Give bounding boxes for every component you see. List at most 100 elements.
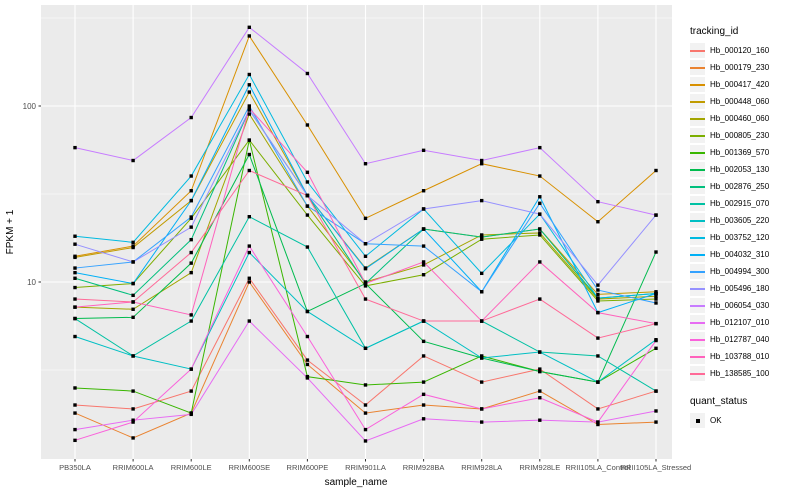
data-point: [305, 71, 310, 76]
data-point: [363, 162, 368, 166]
legend-item: Hb_012787_040: [690, 331, 798, 348]
data-point: [596, 407, 600, 411]
minor-gridlines: [41, 17, 672, 371]
axis-tick-labels: 100 10 PB350LA RRIM600LA RRIM600LE RRIM600SE R…: [23, 102, 692, 472]
data-point: [189, 270, 193, 275]
data-point: [363, 346, 368, 351]
data-point: [363, 284, 368, 288]
legend-key: [690, 179, 705, 194]
legend-line-swatch-icon: [690, 287, 705, 290]
legend-item-label: Hb_103788_010: [710, 352, 770, 361]
legend-key: [690, 264, 705, 279]
data-point: [538, 297, 542, 301]
legend-item-label: Hb_003605_220: [710, 216, 770, 225]
data-point: [73, 438, 77, 443]
data-point: [131, 300, 135, 304]
legend-item-label: Hb_000805_230: [710, 131, 770, 140]
data-point: [73, 427, 77, 432]
data-point: [305, 170, 310, 175]
data-point: [247, 25, 251, 30]
data-point: [363, 411, 368, 415]
data-point: [305, 334, 310, 339]
x-tick-label: RRIM600PE: [287, 463, 329, 472]
data-point: [305, 309, 310, 314]
legend-item: Hb_103788_010: [690, 348, 798, 365]
data-point: [421, 403, 426, 407]
legend-line-swatch-icon: [690, 202, 705, 205]
legend-item-label: Hb_002876_250: [710, 182, 770, 191]
data-point: [247, 250, 251, 255]
data-point: [247, 244, 251, 248]
data-point: [305, 362, 310, 367]
data-point: [189, 250, 193, 255]
data-point: [421, 354, 426, 358]
legend-line-swatch-icon: [690, 372, 705, 375]
data-point: [421, 207, 426, 211]
data-point: [596, 288, 600, 292]
legend-item-label: Hb_012107_010: [710, 318, 770, 327]
data-point: [189, 174, 193, 178]
data-point: [480, 380, 484, 384]
legend-item: Hb_000417_420: [690, 76, 798, 93]
data-point: [596, 420, 600, 424]
data-point: [421, 260, 426, 264]
legend-item: Hb_005496_180: [690, 280, 798, 297]
legend-line-swatch-icon: [690, 338, 705, 341]
legend-key: [690, 349, 705, 364]
data-point: [538, 418, 542, 422]
data-point: [73, 242, 77, 246]
data-point: [363, 242, 368, 246]
data-point: [73, 255, 77, 260]
data-point: [538, 227, 542, 231]
data-point: [654, 420, 658, 424]
data-point: [538, 231, 542, 235]
legend-line-swatch-icon: [690, 304, 705, 307]
data-point: [480, 162, 484, 166]
data-point: [363, 281, 368, 286]
legend-item: Hb_000448_060: [690, 93, 798, 110]
data-point: [654, 291, 658, 296]
legend-line-swatch-icon: [690, 253, 705, 256]
data-point: [596, 380, 600, 384]
legend-item: Hb_000460_060: [690, 110, 798, 127]
legend-line-swatch-icon: [690, 270, 705, 273]
data-point: [538, 396, 542, 400]
legend-item: Hb_001369_570: [690, 144, 798, 161]
data-point: [480, 319, 484, 323]
data-point: [480, 271, 484, 276]
data-point: [305, 376, 310, 380]
legend-key: [690, 213, 705, 228]
data-point: [131, 281, 135, 286]
data-point: [247, 214, 251, 219]
x-tick-label: RRIM600SE: [228, 463, 270, 472]
data-point: [73, 411, 77, 415]
data-point: [654, 213, 658, 217]
legend-item-label: Hb_002915_070: [710, 199, 770, 208]
data-point: [538, 174, 542, 178]
square-point-icon: [695, 418, 700, 423]
data-point: [421, 148, 426, 153]
data-point: [73, 334, 77, 339]
series-points: [73, 25, 658, 443]
data-point: [189, 319, 193, 323]
data-point: [247, 90, 251, 94]
legend-title-tracking-id: tracking_id: [690, 26, 739, 37]
x-tick-label: RRIM928BA: [403, 463, 445, 472]
data-point: [73, 234, 77, 238]
data-point: [480, 198, 484, 203]
legend-line-swatch-icon: [690, 151, 705, 154]
legend-line-swatch-icon: [690, 134, 705, 137]
data-point: [73, 386, 77, 390]
data-point: [654, 409, 658, 413]
data-point: [421, 392, 426, 397]
legend-item: Hb_002915_070: [690, 195, 798, 212]
legend-key: [690, 230, 705, 245]
data-point: [654, 338, 658, 343]
data-point: [363, 297, 368, 301]
data-point: [654, 346, 658, 351]
data-point: [596, 292, 600, 297]
data-point: [538, 201, 542, 206]
data-point: [131, 389, 135, 393]
data-point: [189, 215, 193, 219]
data-point: [305, 245, 310, 249]
